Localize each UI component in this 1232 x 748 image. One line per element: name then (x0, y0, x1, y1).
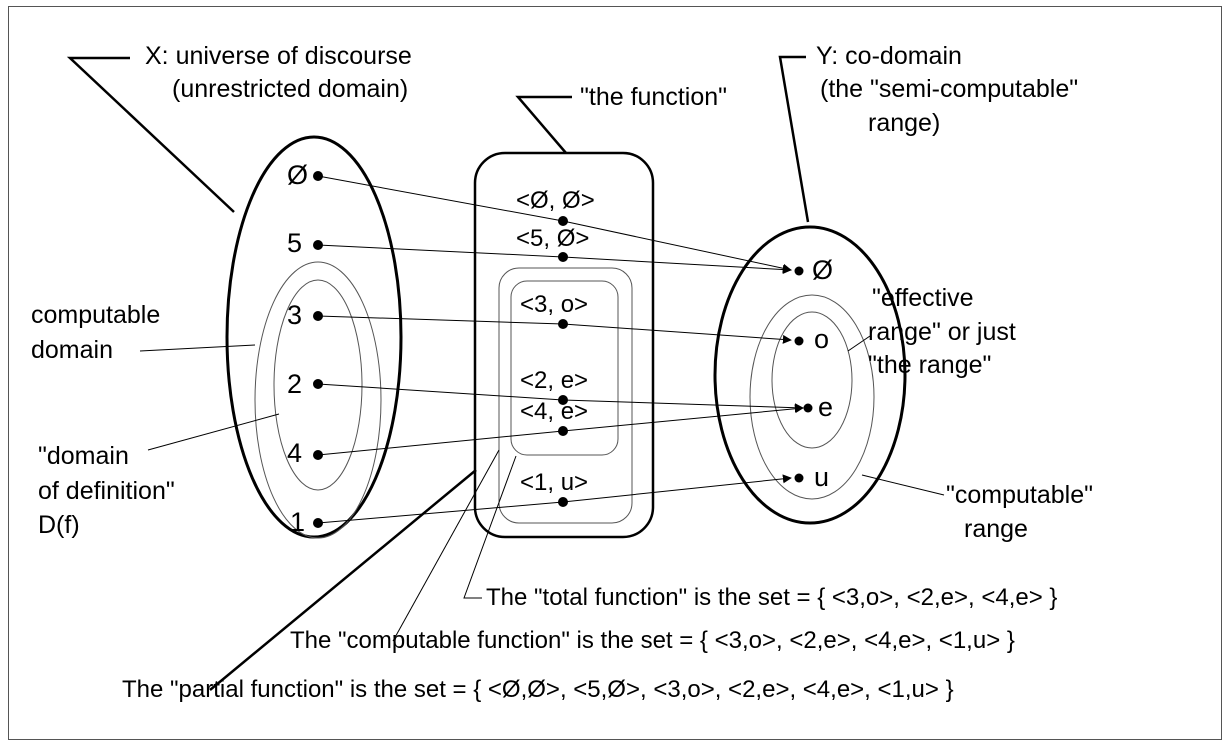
range-element-u: u (814, 462, 830, 492)
domain-dots (313, 171, 323, 528)
range-element-empty: Ø (812, 255, 834, 285)
domain-element-1: 1 (290, 507, 306, 537)
computable-domain-label-line1: computable (31, 301, 161, 329)
dot-range-e (803, 403, 813, 413)
effective-range-label-line3: "the range" (868, 351, 992, 379)
co-domain-ellipse (713, 225, 907, 525)
effective-range-ellipse (771, 311, 853, 449)
dot-range-o (794, 336, 804, 346)
pair-dots (558, 216, 568, 507)
partial-function-statement: The "partial function" is the set = { <Ø… (122, 676, 954, 703)
pair-5-empty: <5, Ø> (516, 225, 590, 252)
y-title-line3: range) (868, 109, 941, 137)
pair-3-o: <3, o> (520, 291, 589, 318)
pair-empty-empty: <Ø, Ø> (516, 187, 595, 214)
computable-function-statement: The "computable function" is the set = {… (290, 627, 1015, 654)
range-dots (794, 266, 813, 483)
dot-domain-5 (313, 240, 323, 250)
dod-label-line2: of definition" (38, 477, 175, 505)
function-title: "the function" (580, 83, 728, 111)
domain-element-empty: Ø (287, 160, 309, 190)
effective-range-label-line1: "effective (872, 284, 974, 312)
y-title-line2: (the "semi-computable" (820, 75, 1079, 103)
total-function-statement: The "total function" is the set = { <3,o… (486, 584, 1058, 611)
diagram-frame (8, 6, 1222, 740)
dot-domain-4 (313, 450, 323, 460)
domain-element-4: 4 (287, 438, 303, 468)
dot-pair-2-e (558, 395, 568, 405)
domain-element-5: 5 (287, 228, 303, 258)
domain-of-definition-ellipse (273, 279, 363, 491)
dot-domain-3 (313, 311, 323, 321)
partial-function-leader (209, 469, 477, 691)
effective-range-leader (847, 335, 871, 352)
dot-pair-1-u (558, 497, 568, 507)
computable-range-label-line1: "computable" (946, 481, 1093, 509)
dot-range-u (794, 473, 804, 483)
dot-pair-3-o (558, 319, 568, 329)
range-element-o: o (814, 324, 830, 354)
computable-range-leader (861, 474, 945, 496)
computable-function-leader (392, 449, 500, 642)
dot-domain-1 (313, 518, 323, 528)
dot-range-empty (794, 266, 804, 276)
dot-pair-empty-empty (558, 216, 568, 226)
y-title-line1: Y: co-domain (816, 42, 962, 70)
computable-domain-label-line2: domain (31, 336, 113, 364)
computable-domain-ellipse (254, 261, 382, 539)
domain-element-2: 2 (287, 369, 303, 399)
y-title-leader (778, 55, 810, 223)
universe-of-discourse-ellipse (225, 135, 403, 539)
pair-1-u: <1, u> (520, 469, 589, 496)
pair-4-e: <4, e> (520, 398, 589, 425)
effective-range-label-line2: range" or just (868, 318, 1016, 346)
computable-range-label-line2: range (964, 515, 1028, 543)
function-box (473, 151, 655, 539)
dod-label-line1: "domain (38, 442, 129, 470)
function-title-leader (515, 95, 572, 154)
dot-pair-5-empty (558, 252, 568, 262)
total-function-box (510, 280, 619, 456)
range-element-e: e (818, 392, 834, 422)
dod-label-line3: D(f) (38, 511, 80, 539)
x-title-leader (66, 56, 235, 213)
dot-domain-2 (313, 379, 323, 389)
domain-element-3: 3 (287, 300, 303, 330)
computable-range-ellipse (749, 294, 875, 500)
domain-of-definition-leader (147, 413, 280, 451)
dot-pair-4-e (558, 426, 568, 436)
x-title-line1: X: universe of discourse (145, 42, 412, 70)
pair-2-e: <2, e> (520, 367, 589, 394)
dot-domain-empty (313, 171, 323, 181)
total-function-leader (463, 455, 517, 599)
x-title-line2: (unrestricted domain) (172, 75, 409, 103)
computable-domain-leader (139, 344, 256, 352)
